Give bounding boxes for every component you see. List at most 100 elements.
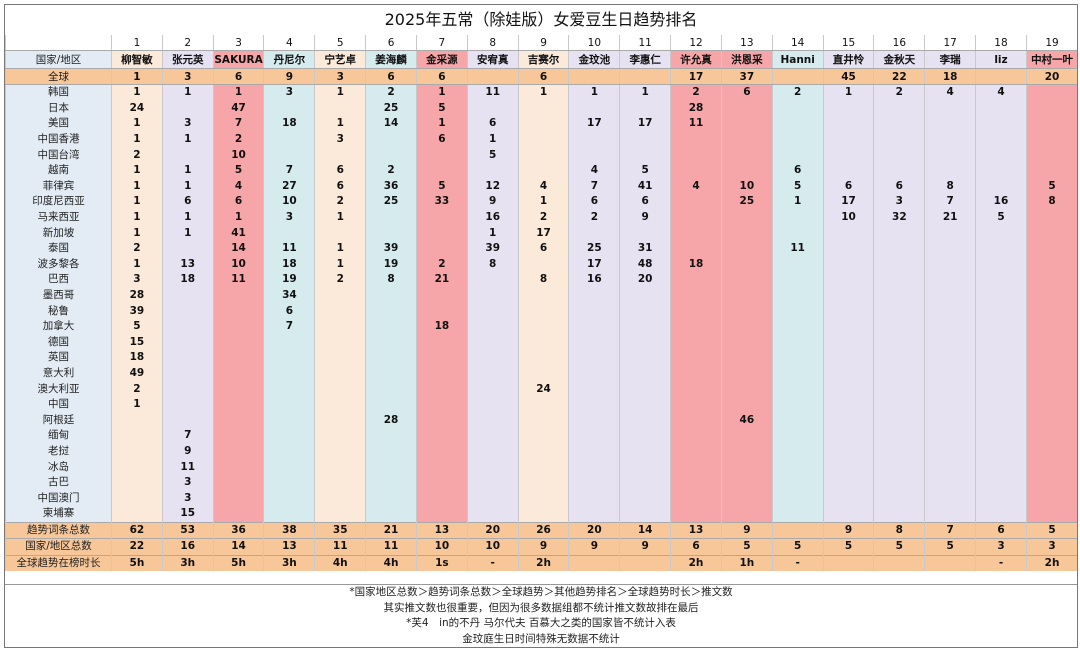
trend-rank-cell <box>263 334 315 351</box>
trend-rank-cell: 28 <box>365 412 417 429</box>
trend-rank-cell <box>873 303 925 319</box>
trend-rank-cell <box>212 459 264 475</box>
trend-rank-cell <box>1025 209 1078 226</box>
global-trend-row: 全球 1 3 6 9 3 6 6 6 17 37 45 22 18 20 <box>5 68 1078 85</box>
trend-rank-cell: 39 <box>111 303 163 319</box>
trend-rank-cell: 2 <box>771 84 824 101</box>
trend-rank-cell <box>975 318 1027 335</box>
trend-rank-cell <box>161 381 214 397</box>
rank-number: 7 <box>415 35 468 51</box>
trend-rank-cell <box>619 365 671 382</box>
summary-label: 趋势词条总数 <box>5 521 112 539</box>
trend-rank-cell: 1 <box>466 225 519 241</box>
trend-rank-cell <box>365 131 417 148</box>
trend-rank-cell <box>365 303 417 319</box>
trend-rank-cell: 24 <box>111 100 163 117</box>
trend-rank-cell: 3 <box>873 194 925 210</box>
footnote-line: 其实推文数也很重要，但因为很多数据组都不统计推文数故排在最后 <box>383 601 699 614</box>
trend-rank-cell <box>771 412 824 429</box>
trend-rank-cell <box>822 459 874 475</box>
trend-rank-cell: 2 <box>517 209 569 226</box>
trend-rank-cell <box>111 428 163 444</box>
country-label: 德国 <box>5 334 112 351</box>
trend-rank-cell: 9 <box>161 443 214 460</box>
trend-rank-cell <box>822 240 874 257</box>
trend-rank-cell: 17 <box>822 194 874 210</box>
trend-rank-cell: 1 <box>111 131 163 148</box>
idol-name-header: 李惠仁 <box>619 50 671 69</box>
trend-rank-cell <box>822 256 874 273</box>
country-label: 中国澳门 <box>5 490 112 507</box>
trend-rank-cell <box>873 287 925 304</box>
trend-rank-cell: 5 <box>771 178 824 195</box>
trend-rank-cell <box>873 256 925 273</box>
country-row: 柬埔寨 15 <box>5 506 1078 523</box>
trend-rank-cell <box>1025 506 1078 523</box>
trend-rank-cell: 11 <box>212 272 264 288</box>
trend-rank-cell: 6 <box>771 162 824 179</box>
trend-rank-cell: 15 <box>161 506 214 523</box>
trend-rank-cell <box>415 474 468 491</box>
trend-rank-cell <box>212 318 264 335</box>
trend-rank-cell: 14 <box>365 116 417 132</box>
trend-rank-cell: 31 <box>619 240 671 257</box>
trend-rank-cell <box>670 459 722 475</box>
summary-value-cell: 36 <box>212 521 264 539</box>
trend-rank-cell: 11 <box>466 84 519 101</box>
trend-rank-cell: 1 <box>111 225 163 241</box>
trend-rank-cell <box>975 178 1027 195</box>
trend-rank-cell <box>975 365 1027 382</box>
trend-rank-cell <box>873 147 925 163</box>
trend-rank-cell <box>670 225 722 241</box>
trend-rank-cell <box>212 287 264 304</box>
rank-number: 17 <box>924 35 976 51</box>
trend-rank-cell <box>466 459 519 475</box>
trend-rank-cell <box>466 303 519 319</box>
trend-rank-cell: 48 <box>619 256 671 273</box>
trend-rank-cell: 7 <box>568 178 620 195</box>
trend-rank-cell <box>365 490 417 507</box>
trend-rank-cell <box>924 365 976 382</box>
trend-rank-cell <box>415 209 468 226</box>
trend-rank-cell: 6 <box>720 84 773 101</box>
country-row: 德国 15 <box>5 334 1078 351</box>
idol-name-header: 金玟池 <box>568 50 620 69</box>
trend-rank-cell <box>720 459 773 475</box>
trend-rank-cell: 3 <box>111 272 163 288</box>
trend-rank-cell: 6 <box>873 178 925 195</box>
trend-rank-cell <box>873 428 925 444</box>
country-label: 冰岛 <box>5 459 112 475</box>
trend-rank-cell <box>1025 162 1078 179</box>
trend-rank-cell <box>517 147 569 163</box>
summary-value-cell: 10 <box>415 538 468 556</box>
trend-rank-cell <box>365 443 417 460</box>
trend-rank-cell <box>720 162 773 179</box>
trend-rank-cell <box>517 256 569 273</box>
trend-rank-cell <box>365 506 417 523</box>
trend-rank-cell <box>822 506 874 523</box>
trend-rank-cell <box>873 162 925 179</box>
idol-name-header: 姜海麟 <box>365 50 417 69</box>
trend-rank-cell: 17 <box>568 256 620 273</box>
summary-value-cell: - <box>771 554 824 572</box>
trend-rank-cell <box>924 443 976 460</box>
trend-rank-cell <box>619 443 671 460</box>
summary-value-cell: 14 <box>212 538 264 556</box>
trend-rank-cell <box>365 365 417 382</box>
trend-rank-cell <box>771 225 824 241</box>
trend-rank-cell <box>924 116 976 132</box>
trend-rank-cell <box>720 350 773 366</box>
trend-rank-cell <box>466 506 519 523</box>
trend-rank-cell: 12 <box>466 178 519 195</box>
trend-rank-cell <box>263 443 315 460</box>
trend-rank-cell <box>670 162 722 179</box>
trend-rank-cell <box>822 350 874 366</box>
summary-value-cell: 21 <box>365 521 417 539</box>
trend-rank-cell: 2 <box>314 272 366 288</box>
trend-rank-cell <box>771 443 824 460</box>
rank-number: 12 <box>670 35 722 51</box>
summary-value-cell: 2h <box>670 554 722 572</box>
trend-rank-cell <box>415 350 468 366</box>
trend-rank-cell: 1 <box>568 84 620 101</box>
trend-rank-cell: 2 <box>111 147 163 163</box>
